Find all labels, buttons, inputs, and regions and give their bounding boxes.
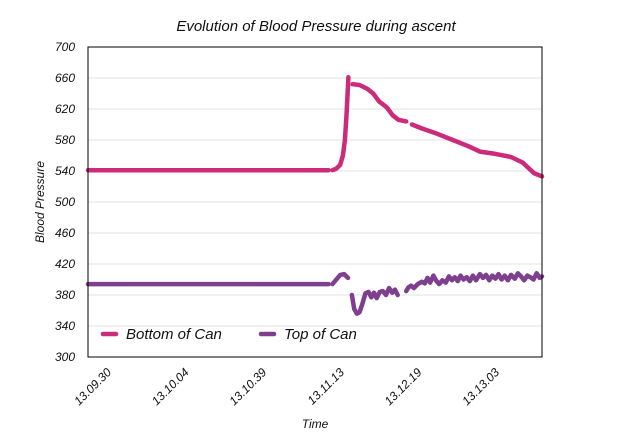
- y-tick-label: 580: [55, 133, 75, 147]
- series-lines: [85, 74, 545, 316]
- chart-title: Evolution of Blood Pressure during ascen…: [176, 18, 456, 35]
- series-1-segment-1: [330, 271, 351, 287]
- y-tick-label: 500: [55, 195, 75, 209]
- y-tick-label: 700: [55, 40, 75, 54]
- y-tick-label: 460: [55, 226, 75, 240]
- y-tick-label: 340: [55, 319, 75, 333]
- legend-label: Bottom of Can: [126, 326, 222, 343]
- series-0-segment-1: [330, 74, 351, 173]
- series-0-segment-2: [350, 81, 409, 124]
- y-tick-label: 300: [55, 350, 75, 364]
- x-axis-label: Time: [302, 417, 329, 431]
- series-1-segment-2: [349, 285, 400, 316]
- x-tick-label: 13.11.13: [305, 365, 348, 408]
- x-tick-label: 13.12.19: [382, 365, 425, 408]
- y-tick-label: 420: [55, 257, 75, 271]
- y-axis-ticks: 300 340 380 420 460 500 540 580 620 660 700: [55, 40, 75, 364]
- y-tick-label: 620: [55, 102, 75, 116]
- x-tick-label: 13.10.04: [149, 365, 192, 408]
- x-tick-label: 13.10.39: [226, 365, 269, 408]
- plot-frame: [87, 46, 543, 358]
- y-tick-label: 660: [55, 71, 75, 85]
- legend: Bottom of Can Top of Can: [100, 326, 357, 343]
- y-axis-label: Blood Pressure: [33, 161, 47, 243]
- x-tick-label: 13.13.03: [459, 365, 502, 408]
- x-tick-label: 13.09.30: [71, 365, 114, 408]
- series-1-segment-3: [403, 271, 545, 294]
- x-axis-ticks: 13.09.30 13.10.04 13.10.39 13.11.13 13.12.19…: [71, 365, 502, 408]
- y-tick-label: 540: [55, 164, 75, 178]
- legend-label: Top of Can: [284, 326, 357, 343]
- y-tick-label: 380: [55, 288, 75, 302]
- gridlines: [88, 46, 542, 358]
- series-0-segment-3: [409, 122, 545, 179]
